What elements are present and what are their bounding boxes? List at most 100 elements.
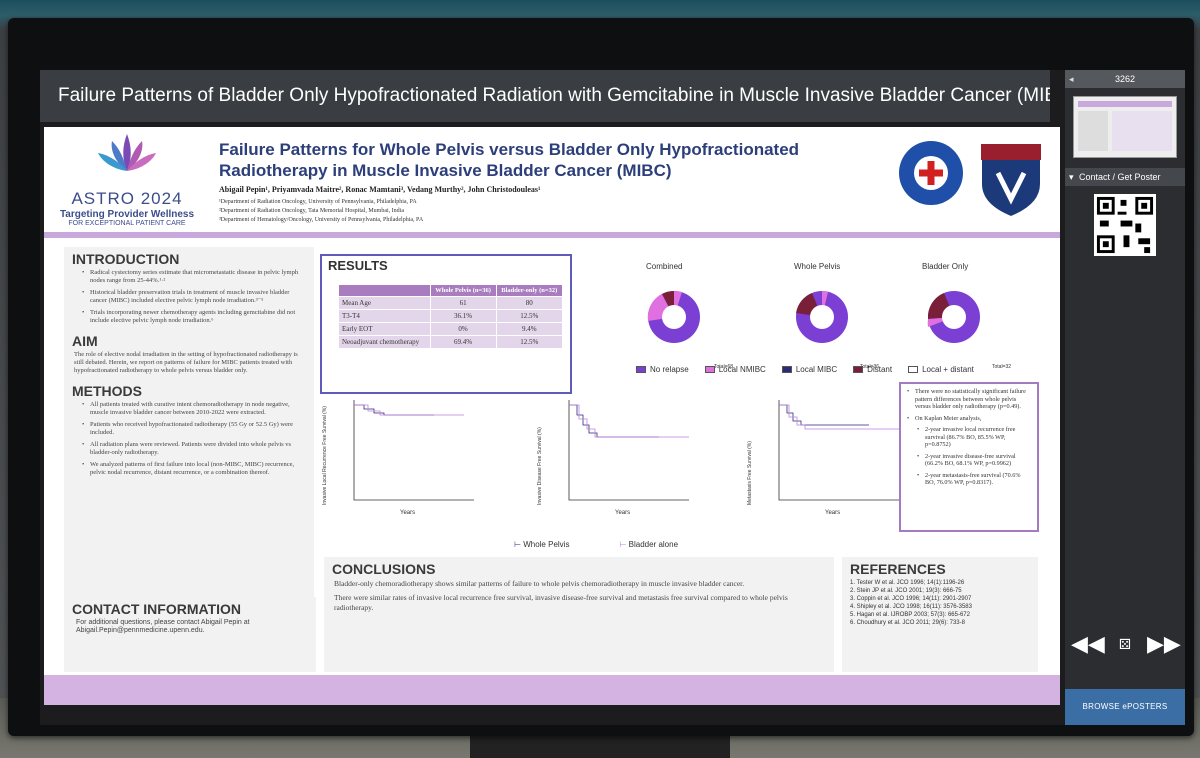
table-header: Whole Pelvis (n=36) [429, 284, 497, 297]
aim-body: The role of elective nodal irradiation i… [74, 351, 298, 374]
table-row: T3-T4 36.1% 12.5% [338, 309, 564, 323]
conclusions-p2: There were similar rates of invasive loc… [334, 593, 788, 612]
introduction-heading: INTRODUCTION [72, 251, 180, 267]
pie-combined [647, 290, 700, 343]
results-panel: RESULTS Whole Pelvis (n=36) Bladder-only… [320, 254, 572, 394]
table-header: Bladder-only (n=32) [495, 284, 564, 297]
conclusions-heading: CONCLUSIONS [332, 561, 436, 577]
km-legend: ⊢ Whole Pelvis ⊢ Bladder alone [514, 540, 678, 549]
pie-whole-pelvis [796, 291, 848, 343]
logo-tagline: Targeting Provider Wellness [59, 209, 195, 220]
km-plot [778, 400, 899, 501]
pie-title: Bladder Only [922, 262, 969, 271]
intro-bullet: Radical cystectomy series estimate that … [82, 269, 304, 285]
references-section: REFERENCES 1. Tester W et al. JCO 1996; … [842, 557, 1038, 672]
pie-title: Whole Pelvis [794, 262, 841, 271]
km-xlabel: Years [615, 510, 631, 516]
poster-authors: Abigail Pepin¹, Priyamvada Maitre², Rona… [219, 185, 541, 194]
browse-eposters-button[interactable]: BROWSE ePOSTERS [1065, 689, 1185, 725]
km-ylabel: Invasive Local Recurrence Free Survival … [322, 406, 328, 505]
table-cell: 80 [495, 296, 564, 310]
contact-get-poster-bar[interactable]: ▾ Contact / Get Poster [1065, 168, 1185, 186]
table-cell: 0% [429, 322, 497, 336]
findings-bullet: There were no statistically significant … [907, 388, 1031, 411]
poster-number-bar: ◂ 3262 [1065, 70, 1185, 88]
poster-number: 3262 [1114, 74, 1136, 84]
km-chart-local: Invasive Local Recurrence Free Survival … [322, 395, 484, 520]
poster-title: Failure Patterns for Whole Pelvis versus… [219, 140, 800, 180]
next-button[interactable]: ▶▶ [1147, 631, 1181, 656]
monitor-frame: Failure Patterns of Bladder Only Hypofra… [8, 18, 1194, 736]
legend-item: No relapse [636, 365, 689, 374]
table-row: Mean Age 61 80 [338, 296, 564, 310]
legend-item: Distant [853, 365, 892, 374]
legend-item: ⊢ Whole Pelvis [514, 540, 570, 549]
findings-bullet: On Kaplan Meier analysis, [907, 415, 1031, 423]
table-cell: 9.4% [495, 322, 564, 336]
reference-item: 3. Coppin et al. JCO 1996; 14(11): 2901-… [850, 596, 972, 602]
table-cell: 12.5% [495, 309, 564, 323]
reference-item: 5. Hagan et al. IJROBP 2003; 57(3): 665-… [850, 612, 970, 618]
logo-tagline2: FOR EXCEPTIONAL PATIENT CARE [68, 220, 186, 227]
methods-bullet: Patients who received hypofractionated r… [82, 421, 304, 437]
kiosk-sidebar: ◂ 3262 ▾ Contact / Get Poster [1065, 70, 1185, 725]
poster-thumbnail[interactable] [1073, 96, 1177, 158]
methods-body: All patients treated with curative inten… [82, 401, 304, 477]
references-heading: REFERENCES [850, 561, 946, 577]
contact-body: For additional questions, please contact… [76, 619, 250, 634]
affiliation-3: ³Department of Hematology/Oncology, Univ… [219, 217, 424, 223]
table-cell: Neoadjuvant chemotherapy [338, 335, 431, 349]
table-cell: Mean Age [338, 296, 431, 310]
km-plot [353, 400, 474, 501]
footer-band [44, 675, 1060, 705]
penn-shield-icon [980, 143, 1042, 219]
dice-icon[interactable]: ⚄ [1118, 636, 1132, 652]
window-title: Failure Patterns of Bladder Only Hypofra… [40, 70, 1050, 122]
contact-heading: CONTACT INFORMATION [72, 601, 242, 617]
previous-button[interactable]: ◀◀ [1071, 631, 1105, 656]
lotus-icon [98, 134, 156, 171]
poster-navigation: ◀◀ ⚄ ▶▶ [1065, 625, 1185, 665]
table-row: Neoadjuvant chemotherapy 69.4% 12.5% [338, 335, 564, 349]
legend-item: ⊢ Bladder alone [619, 540, 679, 549]
pie-total: Total=32 [992, 364, 1012, 370]
findings-subbullet: 2-year invasive disease-free survival (6… [917, 453, 1031, 468]
km-chart-metastasis: Metastasis Free Survival (%) Years [747, 395, 909, 520]
km-ylabel: Metastasis Free Survival (%) [747, 441, 753, 505]
km-ylabel: Invasive Disease Free Survival (%) [537, 427, 543, 505]
tata-memorial-logo-icon [899, 141, 963, 205]
qr-code-icon [1094, 194, 1156, 256]
methods-heading: METHODS [72, 383, 142, 399]
intro-bullet: Trials incorporating newer chemotherapy … [82, 309, 304, 325]
aim-heading: AIM [72, 333, 98, 349]
intro-bullet: Historical bladder preservation trials i… [82, 289, 304, 305]
table-cell: 69.4% [429, 335, 497, 349]
header-divider [44, 232, 1060, 238]
contact-section: CONTACT INFORMATION For additional quest… [64, 597, 316, 672]
affiliation-1: ¹Department of Radiation Oncology, Unive… [219, 199, 417, 205]
table-cell: Early EOT [338, 322, 431, 336]
km-xlabel: Years [400, 510, 416, 516]
logo-name: ASTRO 2024 [71, 189, 183, 208]
legend-item: Local + distant [908, 365, 974, 374]
pie-charts: Combined Whole Pelvis Bladder Only [604, 252, 1044, 382]
methods-bullet: All patients treated with curative inten… [82, 401, 304, 417]
methods-bullet: All radiation plans were reviewed. Patie… [82, 441, 304, 457]
results-heading: RESULTS [328, 258, 388, 273]
chevron-up-icon[interactable]: ◂ [1069, 74, 1074, 84]
findings-subbullet: 2-year metastasis-free survival (70.6% B… [917, 472, 1031, 487]
astro-logo: ASTRO 2024 Targeting Provider Wellness F… [52, 129, 202, 239]
km-xlabel: Years [825, 510, 841, 516]
legend-item: Local MIBC [781, 365, 837, 374]
reference-item: 4. Shipley et al. JCO 1998; 16(11): 3576… [850, 604, 972, 610]
pie-graphics [647, 290, 980, 343]
table-header [338, 284, 431, 297]
table-row: Early EOT 0% 9.4% [338, 322, 564, 336]
pie-total: Total=68 [714, 364, 734, 370]
pie-bladder-only [927, 291, 980, 343]
legend-item: Local NMIBC [704, 365, 766, 374]
affiliation-2: ²Department of Radiation Oncology, Tata … [219, 208, 405, 214]
findings-box: There were no statistically significant … [899, 382, 1039, 532]
reference-item: 1. Tester W et al. JCO 1996; 14(1):1196-… [850, 580, 965, 586]
pie-total: Total=36 [860, 364, 880, 370]
